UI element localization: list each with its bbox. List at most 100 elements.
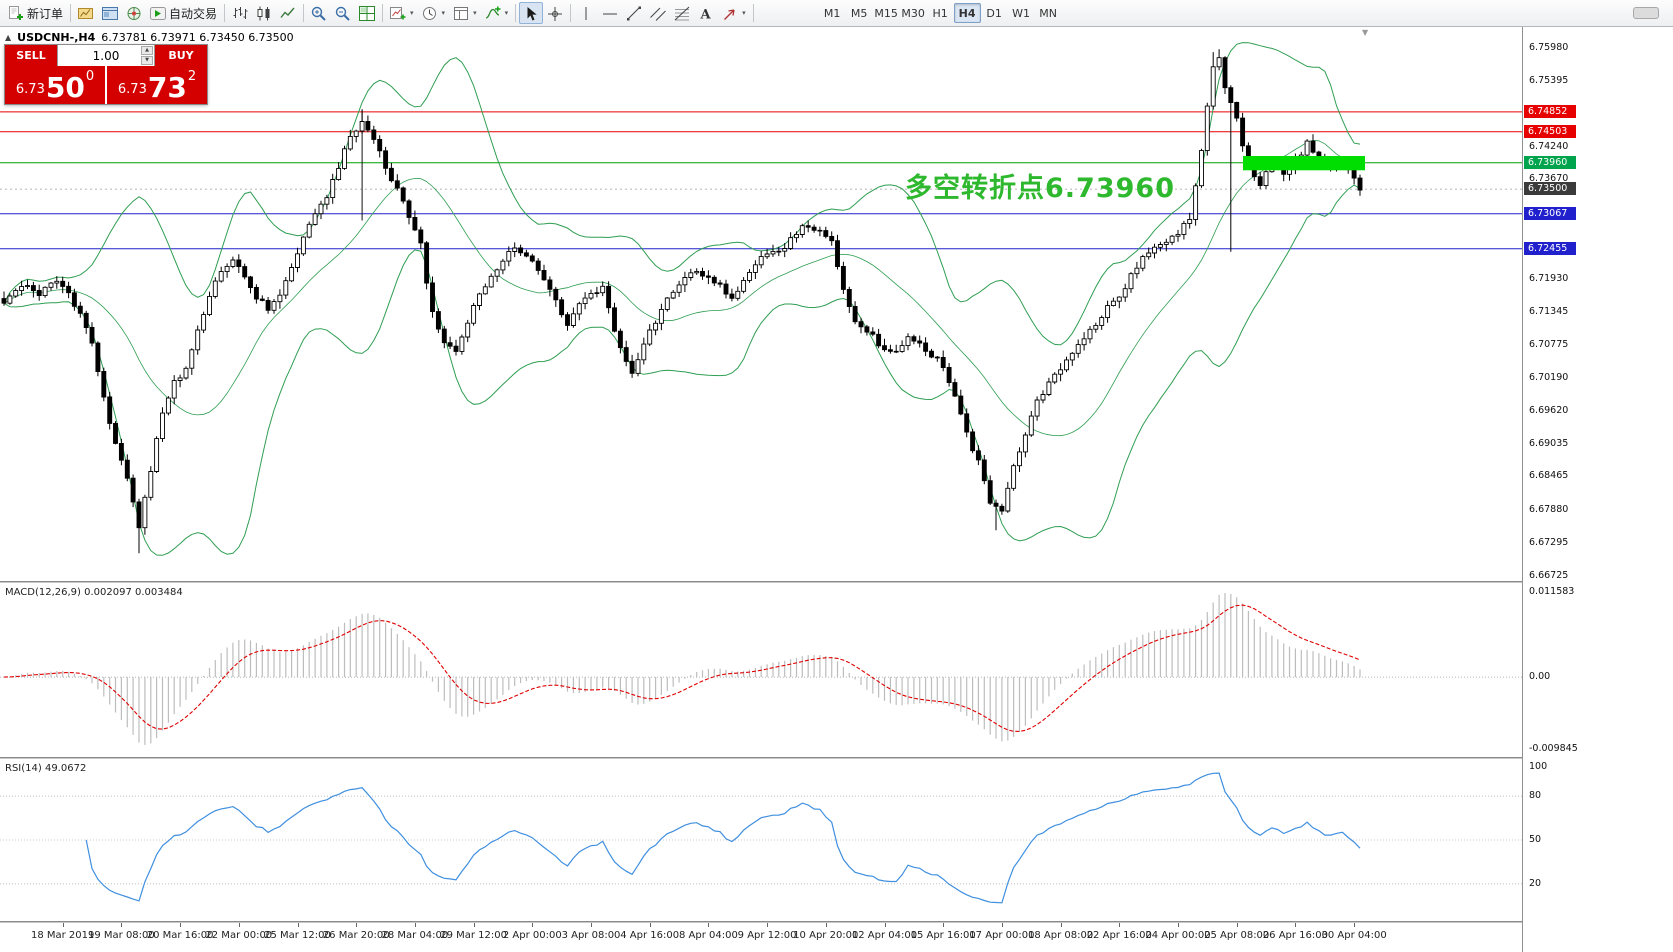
crosshair-button[interactable] [543,2,567,24]
price-axis-label: 6.69620 [1529,404,1569,416]
price-axis-label: 6.71930 [1529,272,1569,284]
time-axis-label: 18 Mar 2019 [30,930,95,941]
timeframe-mn-button[interactable]: MN [1039,6,1057,20]
time-axis-label: 30 Apr 04:00 [1321,930,1387,941]
time-tick [62,923,64,927]
clock-icon [422,6,438,21]
time-tick [473,923,475,927]
price-axis-label: 6.71345 [1529,306,1569,317]
time-tick [297,923,299,927]
time-axis-label: 25 Apr 08:00 [1204,930,1270,941]
price-axis-label: 6.75395 [1529,74,1569,86]
chart-candles-button[interactable] [252,2,276,24]
linechart-icon [280,6,296,21]
price-tag-6.72455: 6.72455 [1524,241,1576,255]
sell-price-big: 50 [45,71,85,104]
chart-annotation: 多空转折点6.73960 [905,173,1175,204]
timeframe-m5-button[interactable]: M5 [850,6,868,20]
panel-splitter[interactable] [0,757,1673,759]
timeframe-w1-button[interactable]: W1 [1012,6,1031,20]
time-axis-label: 9 Apr 12:00 [737,930,797,941]
volume-up-button[interactable]: ▲ [141,46,153,55]
text-button[interactable]: A [694,2,718,24]
charts-gold-icon [78,6,94,21]
toolbar-separator [382,4,384,22]
chevron-down-icon: ▾ [473,9,477,17]
arrows-button[interactable]: ▾ [718,2,750,24]
price-axis-label: 6.75980 [1529,41,1569,53]
buy-price[interactable]: 6.73 73 2 [107,66,207,104]
trade-panel-collapse-icon[interactable]: ▲ [5,33,12,42]
rsi-panel[interactable] [0,759,1522,921]
timeframe-m1-button[interactable]: M1 [823,6,841,20]
volume-down-button[interactable]: ▼ [141,56,153,65]
time-tick [649,923,651,927]
macd-panel[interactable] [0,583,1522,757]
chart-bars-button[interactable] [228,2,252,24]
chevron-down-icon: ▾ [504,9,509,17]
buy-price-big: 73 [147,71,187,104]
time-axis-label: 26 Apr 16:00 [1262,930,1328,941]
market-watch-button[interactable] [98,2,122,24]
buy-button[interactable]: BUY [155,45,207,66]
chart-line-button[interactable] [276,2,300,24]
new-order-button[interactable]: 新订单 [4,2,67,24]
profiles-button[interactable]: ▾ [418,2,450,24]
ohlc-values: 6.73781 6.73971 6.73450 6.73500 [101,31,294,44]
volume-input[interactable]: 1.00 ▲ ▼ [57,45,155,66]
cursor-button[interactable] [519,2,544,24]
time-axis-label: 25 Mar 12:00 [264,930,331,941]
time-tick [767,923,769,927]
rsi-level-100: 100 [1529,761,1548,772]
horizontal-line-button[interactable] [598,2,622,24]
timeframe-h4-button[interactable]: H4 [953,3,981,23]
time-tick [708,923,710,927]
sell-price[interactable]: 6.73 50 0 [5,66,107,104]
macd-label: MACD(12,26,9) 0.002097 0.003484 [5,587,183,598]
timeframe-m15-button[interactable]: M15 [874,6,898,20]
time-axis[interactable]: 18 Mar 2019 19 Mar 08:00 20 Mar 16:00 22 Ma… [0,923,1522,952]
charts-profile-button[interactable] [74,2,98,24]
templates-button[interactable]: ▾ [449,2,481,24]
toolbar-separator [70,4,72,22]
time-tick [943,923,945,927]
zoom-out-button[interactable] [331,2,355,24]
timeframe-d1-button[interactable]: D1 [986,6,1002,20]
rsi-level-20: 20 [1529,877,1542,889]
chevron-down-icon: ▾ [742,9,746,17]
zoom-out-icon [335,6,351,21]
navigator-button[interactable] [122,2,146,24]
svg-text:A: A [700,7,712,21]
price-axis[interactable]: 6.75980 6.75395 6.74852 6.74503 6.74240 6.739… [1522,27,1673,952]
indicators-button[interactable]: ▾ [481,2,513,24]
channel-button[interactable] [646,2,670,24]
panel-splitter[interactable] [0,581,1673,583]
timeframe-h1-button[interactable]: H1 [932,6,948,20]
buy-price-sup: 2 [187,69,197,84]
time-axis-label: 22 Apr 16:00 [1086,930,1152,941]
toolbar-separator [570,4,572,22]
time-tick [1354,923,1356,927]
macd-min-label: -0.009845 [1529,743,1578,754]
toolbar-customize-button[interactable] [1633,7,1659,19]
panel-splitter[interactable] [0,921,1673,923]
zoom-in-button[interactable] [307,2,331,24]
time-axis-label: 12 Apr 04:00 [851,930,918,941]
trendline-button[interactable] [622,2,646,24]
sell-price-sup: 0 [85,69,95,84]
time-axis-label: 22 Mar 00:00 [205,930,273,941]
fibonacci-button[interactable] [670,2,694,24]
autotrading-button[interactable]: 自动交易 [146,2,221,24]
main-chart[interactable] [0,27,1522,581]
toolbar-separator [752,4,754,22]
navigator-icon [126,6,142,21]
sell-button[interactable]: SELL [5,45,57,66]
time-tick [591,923,592,927]
time-axis-label: 29 Mar 12:00 [440,930,507,941]
vertical-line-button[interactable] [574,2,598,24]
timeframe-m30-button[interactable]: M30 [901,6,925,20]
volume-spinner: ▲ ▼ [141,46,153,65]
sell-price-main: 6.73 [15,82,45,97]
tile-windows-button[interactable] [355,2,379,24]
new-chart-button[interactable]: ▾ [386,2,418,24]
